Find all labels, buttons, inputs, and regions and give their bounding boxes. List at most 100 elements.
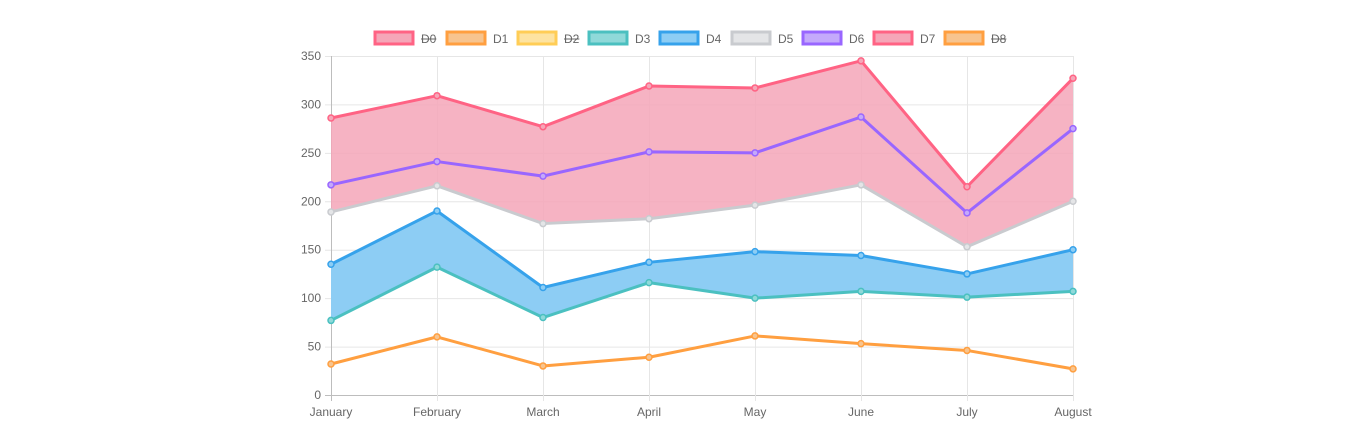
x-axis-ticks: January February March April May June July Augu… <box>310 405 1093 419</box>
legend-item-d7[interactable]: D7 <box>872 30 936 46</box>
data-point-d1[interactable] <box>857 339 865 348</box>
legend-label: D5 <box>778 32 794 46</box>
data-point-d7[interactable] <box>433 91 441 100</box>
data-point-d3[interactable] <box>327 316 335 325</box>
y-tick-label: 0 <box>314 388 321 402</box>
area-fills <box>331 60 1073 321</box>
y-tick-label: 50 <box>308 340 322 354</box>
legend-item-d6[interactable]: D6 <box>801 30 865 46</box>
x-tick-label: July <box>956 405 977 419</box>
series-line-d5 <box>329 183 1075 249</box>
data-point-d1[interactable] <box>963 346 971 355</box>
legend-item-d2[interactable]: D2 <box>516 30 580 46</box>
data-point-d1[interactable] <box>327 360 335 368</box>
data-point-d5[interactable] <box>327 208 335 216</box>
x-tick-label: August <box>1054 405 1092 419</box>
legend-item-d5[interactable]: D5 <box>730 30 794 46</box>
x-tick-label: May <box>744 405 767 419</box>
data-point-d6[interactable] <box>327 181 335 189</box>
data-point-d1[interactable] <box>433 333 441 341</box>
data-point-d4[interactable] <box>963 270 971 278</box>
data-point-d5[interactable] <box>1069 197 1077 206</box>
data-point-d7[interactable] <box>539 122 547 131</box>
data-point-d5[interactable] <box>645 214 653 223</box>
data-point-d7[interactable] <box>963 183 971 191</box>
series-line-d1 <box>329 334 1075 371</box>
data-point-d5[interactable] <box>963 243 971 251</box>
legend-swatch <box>445 30 487 46</box>
data-point-d6[interactable] <box>751 149 759 157</box>
y-tick-label: 350 <box>301 49 321 63</box>
data-point-d6[interactable] <box>433 157 441 166</box>
legend-item-d8[interactable]: D8 <box>943 30 1007 46</box>
series-line-d7 <box>329 59 1075 189</box>
data-point-d4[interactable] <box>751 247 759 256</box>
y-tick-label: 200 <box>301 194 321 208</box>
legend-item-d0[interactable]: D0 <box>373 30 437 46</box>
y-axis-ticks: 0 50 100 150 200 250 300 350 <box>301 49 321 402</box>
y-tick-label: 300 <box>301 97 321 111</box>
legend-swatch <box>516 30 558 46</box>
data-point-d5[interactable] <box>539 219 547 228</box>
legend-item-d3[interactable]: D3 <box>587 30 651 46</box>
y-tick-label: 150 <box>301 243 321 257</box>
data-point-d7[interactable] <box>645 82 653 90</box>
data-point-d1[interactable] <box>1069 365 1077 373</box>
x-tick-label: March <box>526 405 559 419</box>
legend-label: D6 <box>849 32 865 46</box>
data-point-d4[interactable] <box>645 258 653 267</box>
data-point-d1[interactable] <box>539 362 547 370</box>
x-tick-label: February <box>413 405 461 419</box>
series-line-d4 <box>329 209 1075 289</box>
legend-swatch <box>373 30 415 46</box>
legend-label: D4 <box>706 32 722 46</box>
data-point-d7[interactable] <box>327 114 335 122</box>
series-lines <box>329 59 1075 371</box>
data-point-d4[interactable] <box>857 251 865 260</box>
legend-item-d1[interactable]: D1 <box>445 30 509 46</box>
legend-swatch <box>658 30 700 46</box>
legend: D0 D1 D2 D3 D4 D5 D6 D7 D8 <box>373 30 1007 46</box>
x-tick-label: January <box>310 405 353 419</box>
data-point-d5[interactable] <box>433 182 441 190</box>
data-point-d3[interactable] <box>1069 287 1077 296</box>
legend-swatch <box>801 30 843 46</box>
data-point-d7[interactable] <box>857 57 865 65</box>
legend-swatch <box>730 30 772 46</box>
area-fill-d4 <box>331 210 1073 321</box>
data-point-d4[interactable] <box>327 260 335 268</box>
data-point-d7[interactable] <box>1069 74 1077 83</box>
data-point-d5[interactable] <box>751 201 759 209</box>
data-point-d3[interactable] <box>645 278 653 287</box>
data-point-d4[interactable] <box>539 283 547 292</box>
data-point-d6[interactable] <box>539 172 547 180</box>
data-point-d6[interactable] <box>963 209 971 217</box>
data-point-d4[interactable] <box>1069 245 1077 254</box>
y-tick-label: 100 <box>301 291 321 305</box>
data-point-d5[interactable] <box>857 181 865 189</box>
legend-item-d4[interactable]: D4 <box>658 30 722 46</box>
legend-swatch <box>943 30 985 46</box>
x-tick-label: June <box>848 405 874 419</box>
data-point-d1[interactable] <box>645 353 653 361</box>
data-point-d6[interactable] <box>645 148 653 156</box>
data-point-d3[interactable] <box>751 294 759 302</box>
data-point-d3[interactable] <box>963 293 971 301</box>
series-line-d3 <box>329 265 1075 322</box>
data-point-d3[interactable] <box>433 263 441 271</box>
data-point-d4[interactable] <box>433 207 441 215</box>
data-point-d3[interactable] <box>857 287 865 296</box>
series-points <box>327 57 1077 373</box>
data-point-d1[interactable] <box>751 332 759 340</box>
data-point-d7[interactable] <box>751 84 759 92</box>
y-tick-label: 250 <box>301 146 321 160</box>
data-point-d6[interactable] <box>857 113 865 121</box>
legend-label: D7 <box>920 32 936 46</box>
data-point-d3[interactable] <box>539 313 547 322</box>
legend-swatch <box>587 30 629 46</box>
data-point-d6[interactable] <box>1069 124 1077 133</box>
legend-label: D3 <box>635 32 651 46</box>
legend-swatch <box>872 30 914 46</box>
